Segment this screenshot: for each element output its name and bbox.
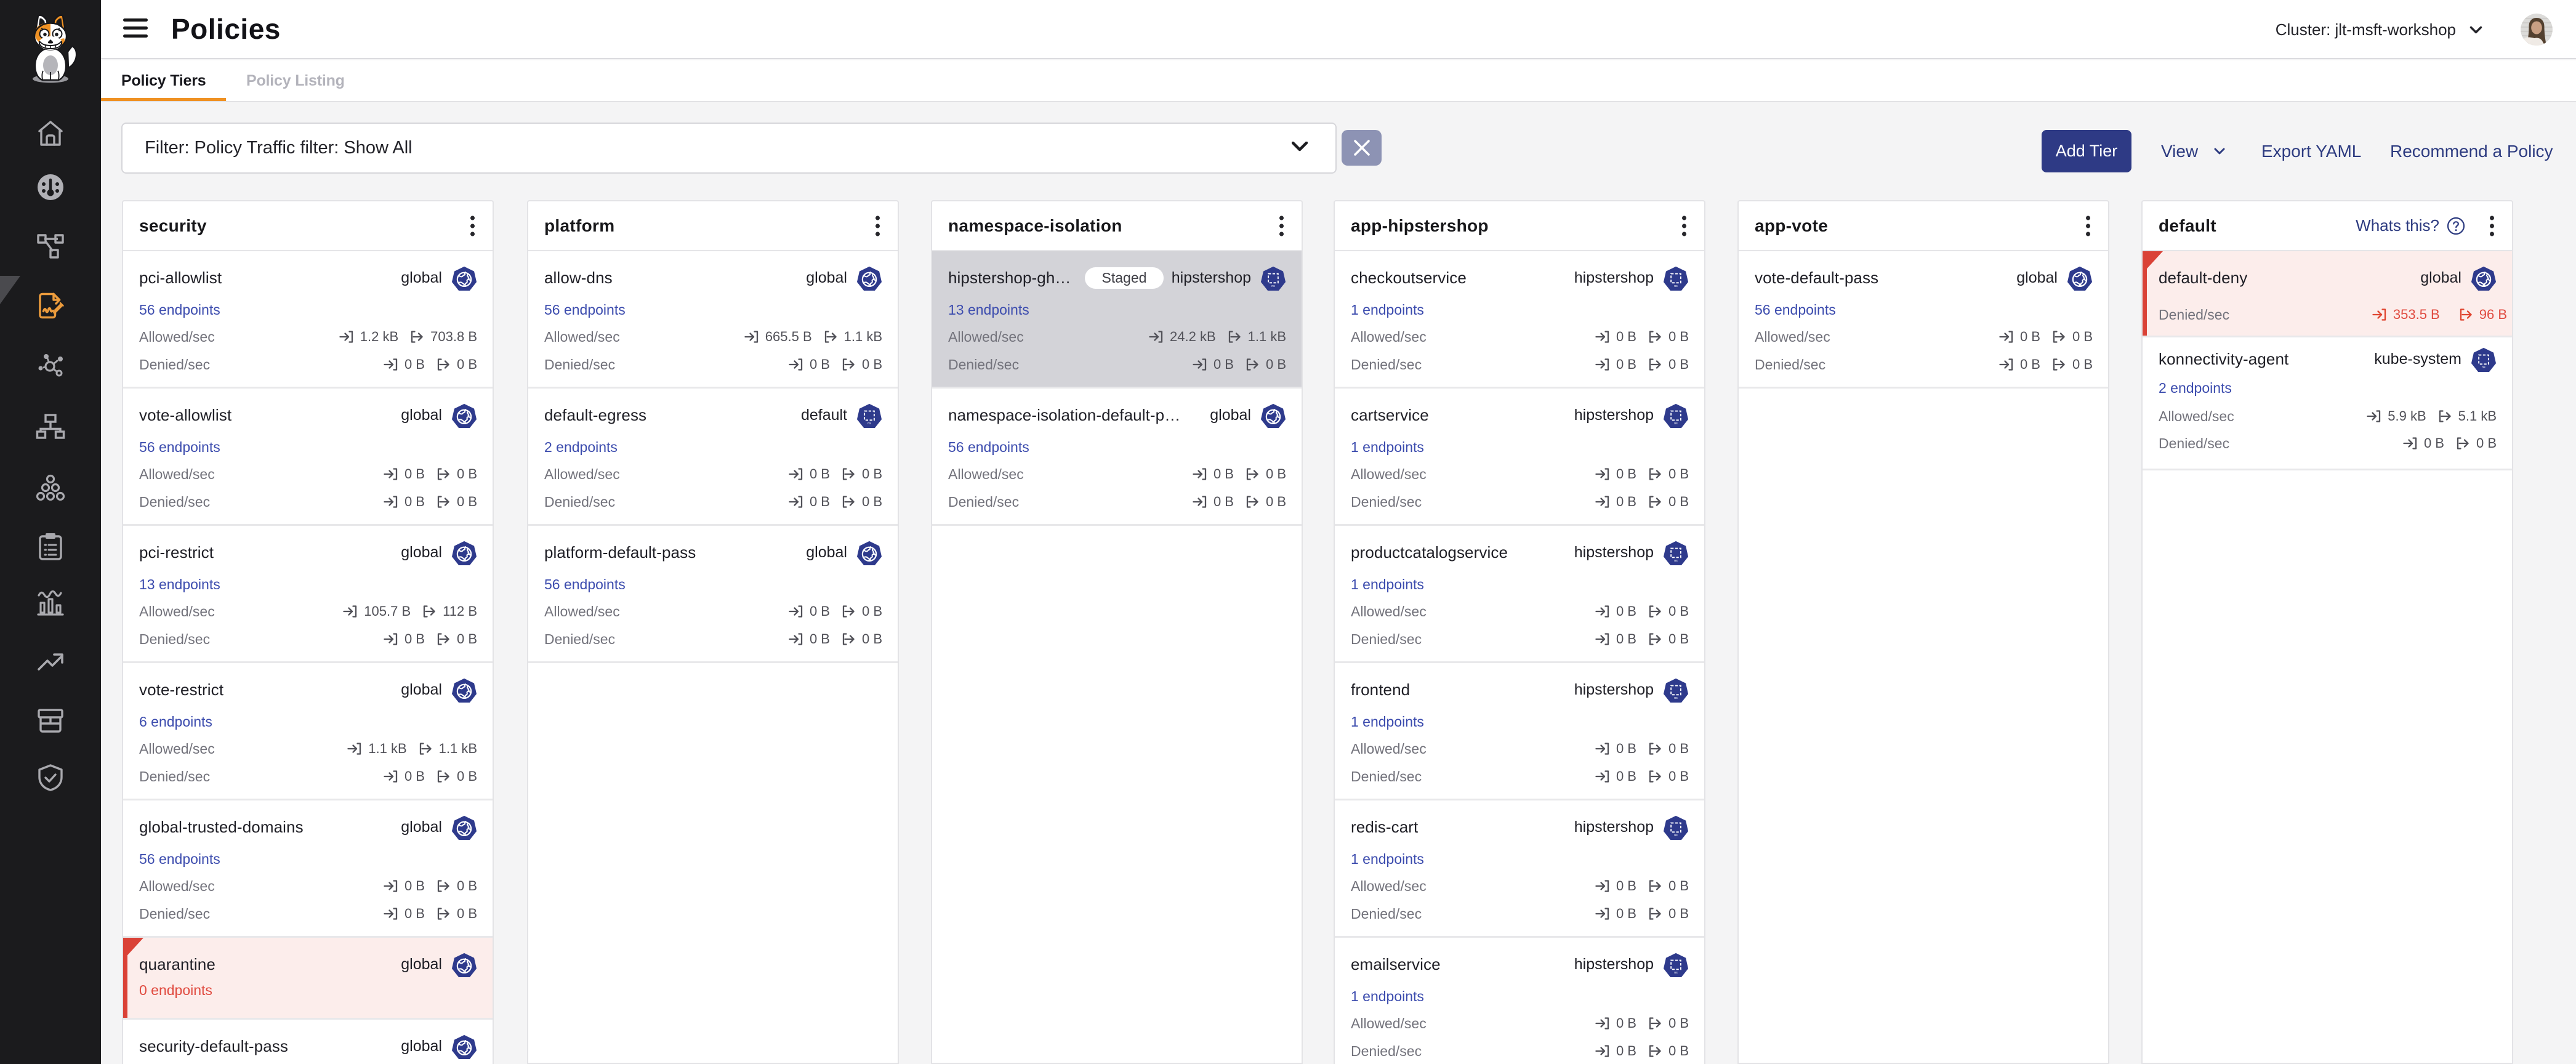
svg-text:ns: ns — [1674, 834, 1678, 837]
svg-text:ns: ns — [1674, 696, 1678, 700]
svg-text:ns: ns — [1674, 559, 1678, 563]
svg-text:ns: ns — [867, 422, 871, 425]
svg-text:ns: ns — [1674, 422, 1678, 425]
svg-text:ns: ns — [1271, 284, 1275, 288]
svg-text:ns: ns — [1674, 284, 1678, 288]
svg-text:ns: ns — [1674, 971, 1678, 975]
svg-text:ns: ns — [2482, 366, 2485, 369]
